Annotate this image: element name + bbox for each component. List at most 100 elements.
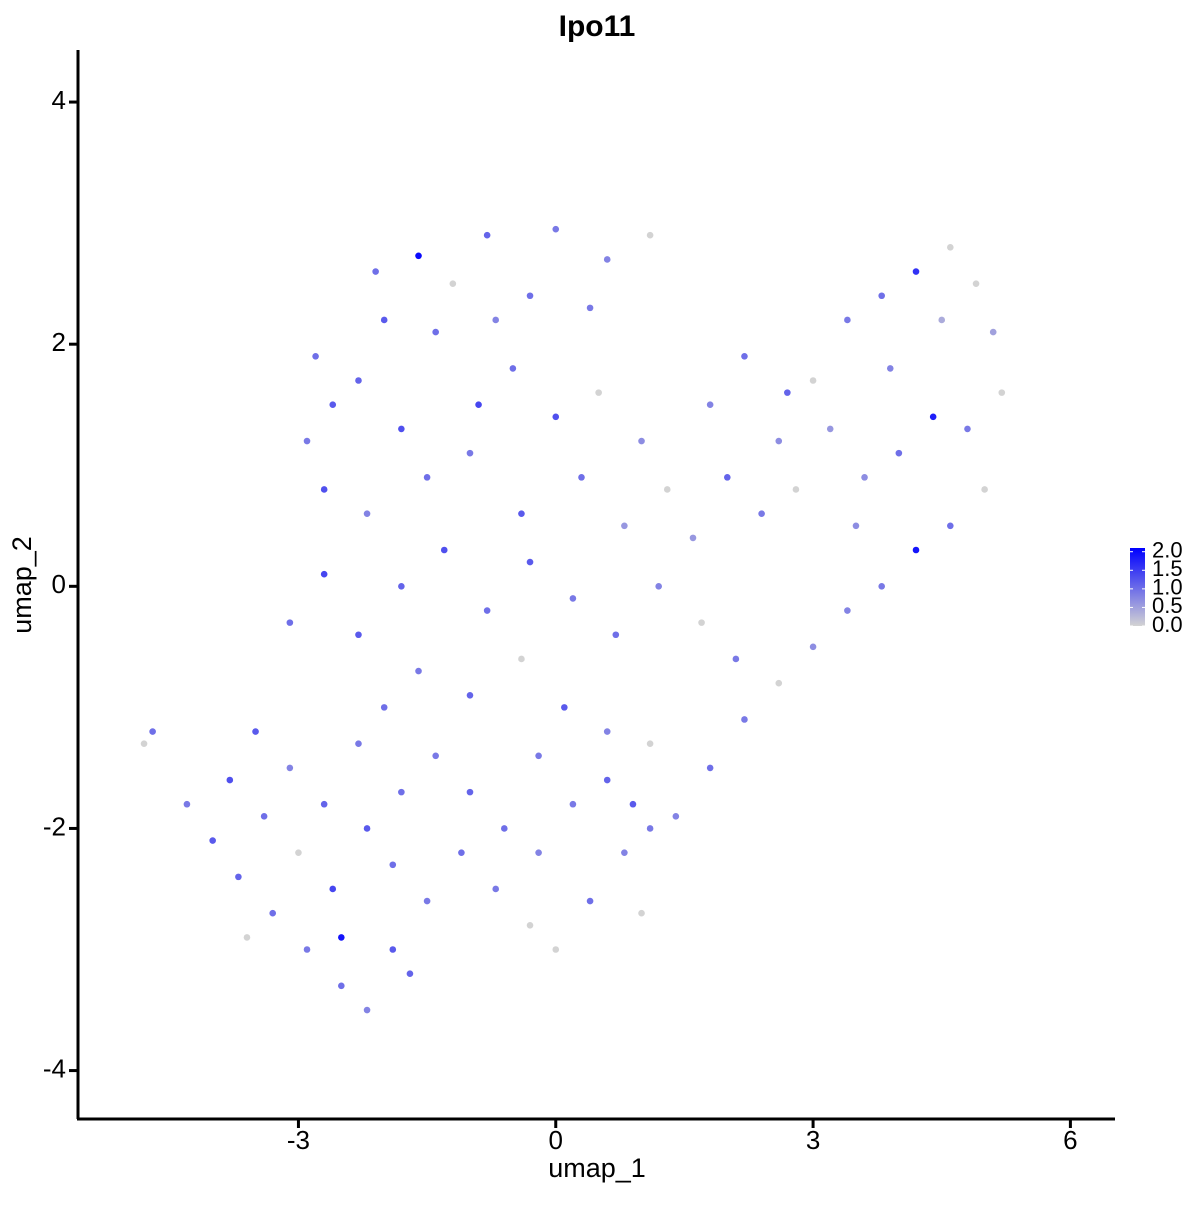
point xyxy=(603,728,611,735)
point xyxy=(758,510,765,517)
point xyxy=(363,1006,371,1014)
point xyxy=(646,740,654,747)
point xyxy=(483,607,491,614)
colorbar-tick-label: 0.0 xyxy=(1152,612,1183,637)
point xyxy=(389,861,397,869)
point xyxy=(329,885,337,893)
point xyxy=(406,970,414,978)
y-tick-label: 4 xyxy=(52,85,66,115)
point xyxy=(878,583,885,590)
point xyxy=(912,268,920,275)
point xyxy=(535,752,542,760)
point xyxy=(844,316,851,324)
point xyxy=(732,655,740,663)
point xyxy=(535,849,542,856)
point xyxy=(638,909,645,917)
x-tick-label: -3 xyxy=(287,1125,310,1155)
point xyxy=(320,800,328,808)
point xyxy=(432,752,439,760)
point xyxy=(844,607,851,614)
point xyxy=(646,825,654,832)
point xyxy=(526,921,534,929)
point xyxy=(595,389,602,396)
point xyxy=(878,292,885,300)
point xyxy=(672,813,680,820)
point xyxy=(586,304,594,312)
point xyxy=(809,377,817,384)
point xyxy=(552,225,560,233)
point xyxy=(578,474,585,481)
point xyxy=(706,401,714,409)
point xyxy=(981,486,988,493)
point xyxy=(947,522,954,530)
point xyxy=(398,583,405,590)
point xyxy=(466,788,474,796)
point xyxy=(458,849,465,856)
point xyxy=(483,231,491,239)
point xyxy=(338,934,345,941)
point xyxy=(209,837,216,844)
point xyxy=(706,764,714,772)
point xyxy=(998,389,1006,396)
point xyxy=(338,982,345,990)
point xyxy=(500,825,508,832)
y-tick-label: 2 xyxy=(52,327,66,357)
point xyxy=(912,546,920,554)
point xyxy=(663,486,671,493)
point xyxy=(646,231,654,239)
point xyxy=(183,800,191,808)
colorbar-tick-label: 1.5 xyxy=(1152,556,1183,581)
point xyxy=(775,679,783,687)
point xyxy=(355,740,362,747)
point xyxy=(509,365,517,372)
point xyxy=(861,474,868,481)
point xyxy=(989,328,997,336)
point xyxy=(621,849,628,856)
point xyxy=(809,643,817,651)
point xyxy=(286,619,294,626)
point xyxy=(895,449,903,457)
x-tick-label: 3 xyxy=(806,1125,820,1155)
point xyxy=(295,849,302,856)
point xyxy=(449,280,457,287)
point xyxy=(235,873,242,881)
y-axis-label: umap_2 xyxy=(7,536,37,634)
point xyxy=(603,256,611,263)
point xyxy=(329,401,337,409)
point xyxy=(741,352,748,360)
point xyxy=(655,583,662,590)
point xyxy=(372,268,379,275)
point xyxy=(363,510,371,517)
point xyxy=(724,474,731,481)
point xyxy=(380,704,388,711)
point xyxy=(260,813,268,820)
point xyxy=(689,534,697,542)
point xyxy=(698,619,705,626)
point xyxy=(569,800,577,808)
point xyxy=(140,740,148,747)
point xyxy=(621,522,628,530)
x-tick-label: 6 xyxy=(1063,1125,1077,1155)
point xyxy=(243,934,251,941)
point xyxy=(518,510,525,517)
point xyxy=(964,425,971,433)
point xyxy=(149,728,156,735)
point xyxy=(938,316,946,324)
point xyxy=(826,425,834,433)
chart-title: Ipo11 xyxy=(559,10,636,43)
point xyxy=(741,716,748,723)
point xyxy=(775,437,783,445)
x-axis-label: umap_1 xyxy=(548,1153,646,1183)
point xyxy=(303,437,311,445)
point xyxy=(303,946,311,953)
point xyxy=(972,280,980,287)
point xyxy=(784,389,791,396)
point xyxy=(603,776,611,784)
colorbar-tick-label: 0.5 xyxy=(1152,593,1183,618)
point xyxy=(929,413,937,421)
colorbar-tick-label: 1.0 xyxy=(1152,575,1183,600)
point xyxy=(526,558,534,566)
point xyxy=(286,764,294,772)
point xyxy=(552,413,560,421)
